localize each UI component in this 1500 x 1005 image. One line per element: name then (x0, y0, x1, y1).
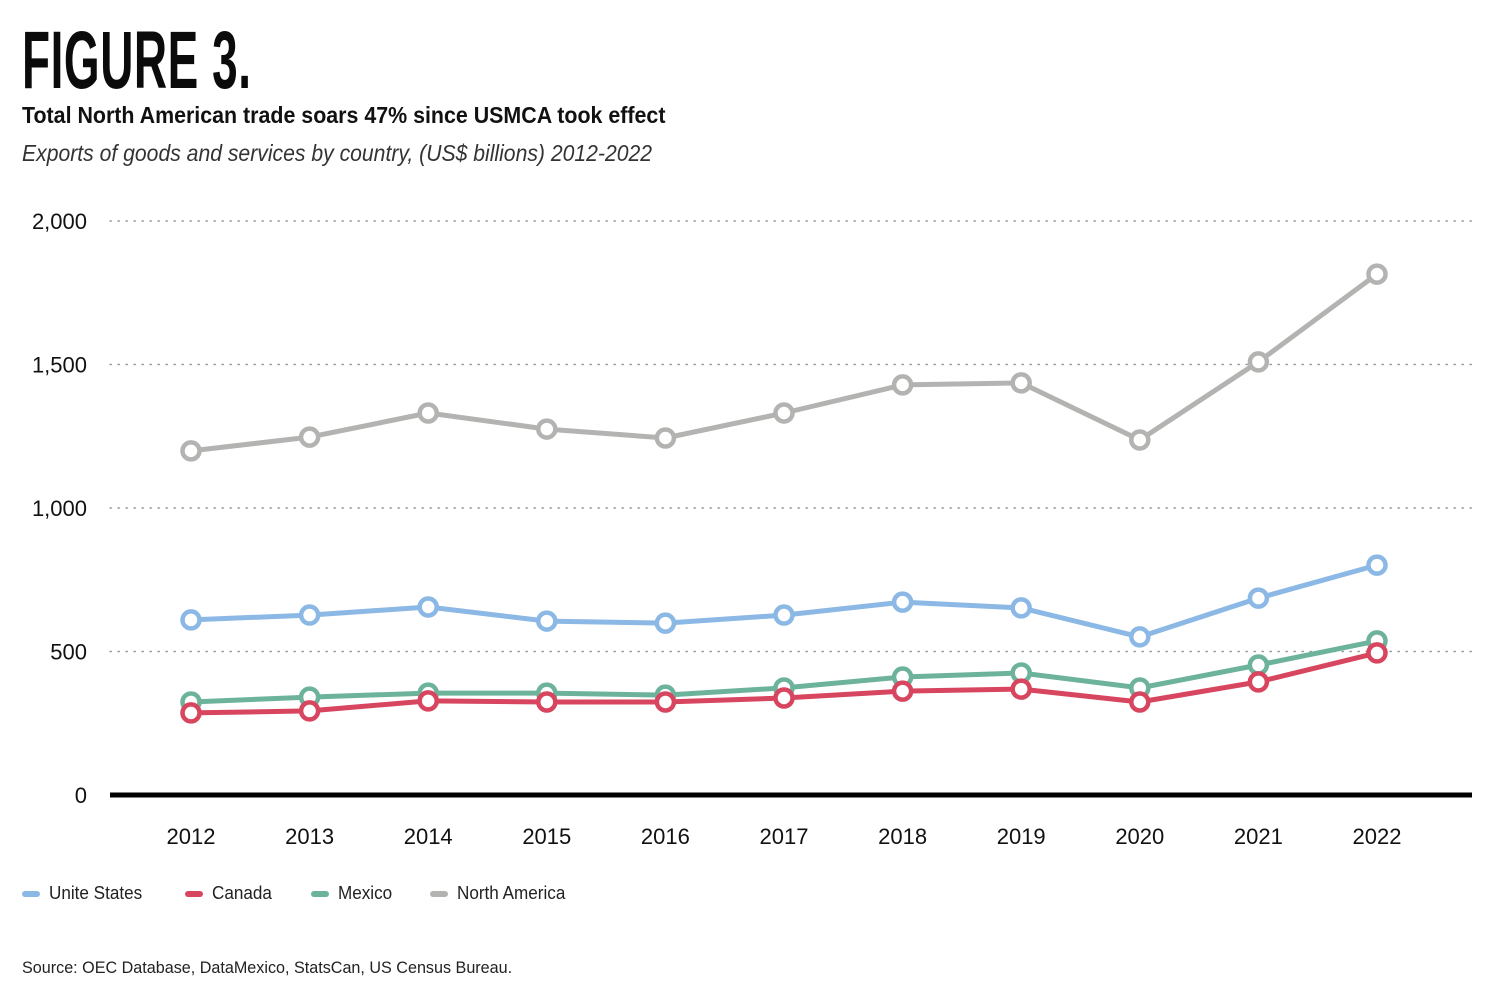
legend-label-north-america: North America (457, 883, 566, 903)
y-tick-label: 1,500 (32, 353, 87, 378)
data-point-canada (773, 687, 795, 709)
gridlines (109, 220, 1473, 653)
legend-label-canada: Canada (212, 883, 272, 903)
data-point-canada (1010, 678, 1032, 700)
legend-item-canada: Canada (185, 883, 275, 904)
x-tick-label: 2020 (1115, 824, 1164, 849)
data-point-unite-states (654, 612, 677, 634)
y-tick-label: 1,000 (32, 496, 87, 521)
data-point-north-america (180, 440, 202, 462)
data-point-north-america (417, 402, 439, 424)
data-point-unite-states (417, 596, 439, 618)
data-point-unite-states (1366, 554, 1388, 576)
series-layer (180, 263, 1388, 724)
legend-swatch-united-states (22, 890, 40, 897)
x-tick-label: 2016 (641, 824, 690, 849)
series-canada (180, 642, 1388, 724)
series-unite-states (180, 554, 1388, 648)
data-point-unite-states (1129, 626, 1151, 648)
data-point-mexico (1247, 654, 1270, 676)
data-point-north-america (1010, 372, 1032, 394)
x-axis-ticks: 2012 2013 2014 2015 2016 2017 2018 2019 2020 2021… (167, 824, 1402, 849)
legend-swatch-mexico (311, 890, 329, 897)
y-tick-label: 500 (50, 640, 87, 665)
y-axis-ticks: 0 500 1,000 1,500 2,000 (32, 209, 87, 808)
data-point-north-america (1366, 263, 1388, 285)
data-point-north-america (654, 427, 677, 449)
data-point-unite-states (180, 609, 202, 631)
data-point-canada (891, 680, 914, 702)
series-north-america (180, 263, 1388, 462)
source-note: Source: OEC Database, DataMexico, StatsC… (22, 958, 513, 977)
y-tick-label: 2,000 (32, 209, 87, 234)
legend-swatch-canada (185, 890, 203, 897)
x-tick-label: 2019 (997, 824, 1046, 849)
data-point-canada (1366, 642, 1388, 664)
x-tick-label: 2018 (878, 824, 927, 849)
figure-label: FIGURE 3. (22, 15, 252, 106)
data-point-north-america (773, 402, 795, 424)
data-point-canada (417, 690, 439, 712)
chart-subtitle: Exports of goods and services by country… (22, 140, 653, 166)
series-line-north-america (188, 271, 1380, 454)
data-point-unite-states (1010, 597, 1032, 619)
data-point-north-america (1247, 351, 1270, 373)
y-tick-label: 0 (75, 783, 87, 808)
data-point-canada (298, 700, 321, 722)
legend-label-united-states: Unite States (49, 883, 143, 903)
data-point-canada (536, 691, 558, 713)
legend-item-north-america: North America (430, 883, 571, 904)
data-point-north-america (536, 418, 558, 440)
series-line-unite-states (188, 562, 1380, 640)
legend-swatch-north-america (430, 890, 448, 897)
data-point-unite-states (298, 604, 321, 626)
data-point-unite-states (891, 591, 914, 613)
data-point-canada (180, 702, 202, 724)
x-tick-label: 2015 (522, 824, 571, 849)
chart-title: Total North American trade soars 47% sin… (22, 102, 666, 128)
data-point-canada (1129, 691, 1151, 713)
x-tick-label: 2022 (1353, 824, 1402, 849)
data-point-unite-states (536, 610, 558, 632)
x-tick-label: 2017 (760, 824, 809, 849)
x-tick-label: 2012 (167, 824, 216, 849)
data-point-canada (654, 691, 677, 713)
data-point-unite-states (773, 604, 795, 626)
data-point-unite-states (1247, 587, 1270, 609)
data-point-north-america (298, 426, 321, 448)
legend-item-united-states: Unite States (22, 883, 147, 904)
data-point-north-america (891, 374, 914, 396)
legend-label-mexico: Mexico (338, 883, 393, 903)
data-point-north-america (1129, 429, 1151, 451)
x-tick-label: 2021 (1234, 824, 1283, 849)
data-point-canada (1247, 671, 1270, 693)
x-tick-label: 2013 (285, 824, 334, 849)
x-tick-label: 2014 (404, 824, 453, 849)
legend-item-mexico: Mexico (311, 883, 395, 904)
